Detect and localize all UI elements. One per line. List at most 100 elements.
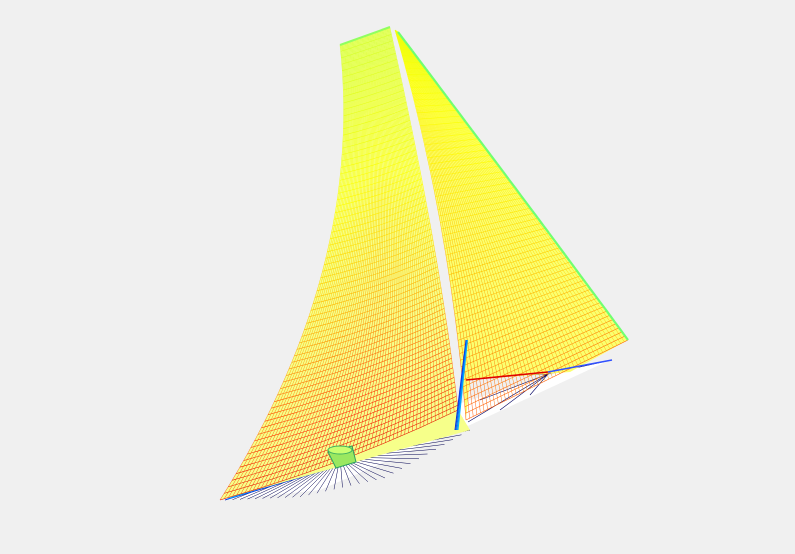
- mesh-line: [423, 238, 426, 252]
- mesh-line: [365, 245, 368, 260]
- mesh-line: [384, 430, 388, 443]
- mesh-line: [431, 173, 436, 190]
- mesh-line: [392, 74, 396, 89]
- mesh-line: [408, 258, 410, 272]
- mesh-line: [274, 392, 282, 408]
- mesh-line: [463, 233, 469, 250]
- mesh-line: [403, 116, 407, 131]
- mesh-line: [549, 286, 558, 300]
- mesh-line: [496, 338, 500, 354]
- mesh-line: [377, 227, 379, 242]
- mesh-line: [438, 86, 447, 97]
- mesh-line: [421, 125, 427, 142]
- mesh-line: [344, 222, 348, 238]
- mesh-line: [500, 224, 508, 239]
- mesh-line: [357, 275, 361, 290]
- mesh-line: [376, 241, 378, 257]
- mesh-line: [279, 442, 288, 458]
- mesh-line: [551, 240, 561, 254]
- mesh-line: [477, 181, 486, 197]
- mesh-line: [400, 352, 402, 366]
- mesh-line: [406, 258, 408, 273]
- mesh-line: [500, 240, 508, 255]
- mesh-line: [350, 41, 354, 57]
- mesh-line: [445, 155, 452, 171]
- mesh-line: [395, 221, 397, 236]
- mesh-line: [368, 201, 371, 217]
- mesh-line: [460, 335, 463, 353]
- mesh-line: [382, 168, 385, 183]
- mesh-line: [613, 320, 620, 329]
- left-sail-mesh: [219, 27, 470, 501]
- mesh-line: [362, 53, 365, 69]
- mesh-line: [424, 251, 427, 265]
- mesh-line: [343, 43, 347, 59]
- mesh-line: [301, 358, 308, 374]
- mesh-line: [418, 293, 420, 307]
- mesh-line: [236, 480, 246, 496]
- mesh-line: [358, 261, 361, 276]
- mesh-line: [484, 196, 493, 211]
- mesh-line: [345, 74, 347, 90]
- mesh-line: [266, 407, 275, 423]
- mesh-line: [535, 245, 544, 259]
- mesh-line: [572, 278, 581, 291]
- mesh-line: [371, 65, 374, 81]
- mesh-line: [563, 311, 571, 325]
- mesh-line: [338, 180, 342, 196]
- mesh-line: [382, 77, 386, 93]
- mesh-line: [416, 62, 427, 79]
- mesh-line: [451, 203, 456, 220]
- mesh-line: [412, 242, 415, 257]
- mesh-line: [479, 181, 487, 197]
- mesh-line: [535, 291, 543, 305]
- mesh-line: [367, 128, 369, 144]
- mesh-line: [433, 108, 441, 124]
- mesh-line: [439, 297, 443, 310]
- mesh-line: [400, 132, 403, 147]
- mesh-line: [370, 400, 374, 414]
- mesh-line: [546, 349, 552, 363]
- mesh-line: [523, 264, 531, 279]
- mesh-line: [496, 355, 500, 371]
- mesh-line: [419, 93, 426, 110]
- mesh-line: [358, 247, 361, 262]
- mesh-line: [366, 389, 370, 404]
- mesh-line: [453, 122, 463, 138]
- mesh-line: [466, 385, 469, 402]
- mesh-line: [348, 263, 352, 279]
- mesh-line: [408, 129, 412, 144]
- mesh-line: [418, 93, 425, 110]
- mesh-line: [314, 419, 321, 434]
- mesh-line: [292, 387, 300, 403]
- mesh-line: [471, 297, 476, 314]
- mesh-line: [411, 256, 414, 270]
- mesh-line: [402, 204, 405, 219]
- mesh-line: [380, 295, 383, 309]
- mesh-line: [391, 304, 393, 319]
- mesh-line: [534, 338, 540, 353]
- mesh-line: [395, 302, 397, 317]
- mesh-line: [328, 268, 333, 285]
- mesh-line: [381, 46, 385, 62]
- mesh-line: [566, 310, 574, 323]
- mesh-line: [421, 77, 430, 94]
- mesh-line: [484, 212, 491, 228]
- mesh-line: [249, 463, 258, 480]
- mesh-line: [368, 97, 371, 113]
- mesh-line: [421, 109, 427, 126]
- mesh-line: [351, 276, 355, 292]
- mesh-line: [349, 148, 352, 164]
- mesh-line: [315, 354, 322, 370]
- mesh-line: [489, 341, 494, 357]
- mesh-line: [426, 303, 428, 317]
- mesh-line: [489, 211, 498, 226]
- mesh-line: [343, 306, 348, 322]
- mesh-line: [426, 236, 429, 250]
- mesh-line: [355, 55, 359, 71]
- mesh-line: [382, 108, 385, 124]
- mesh-line: [383, 30, 387, 46]
- mesh-line: [474, 182, 482, 198]
